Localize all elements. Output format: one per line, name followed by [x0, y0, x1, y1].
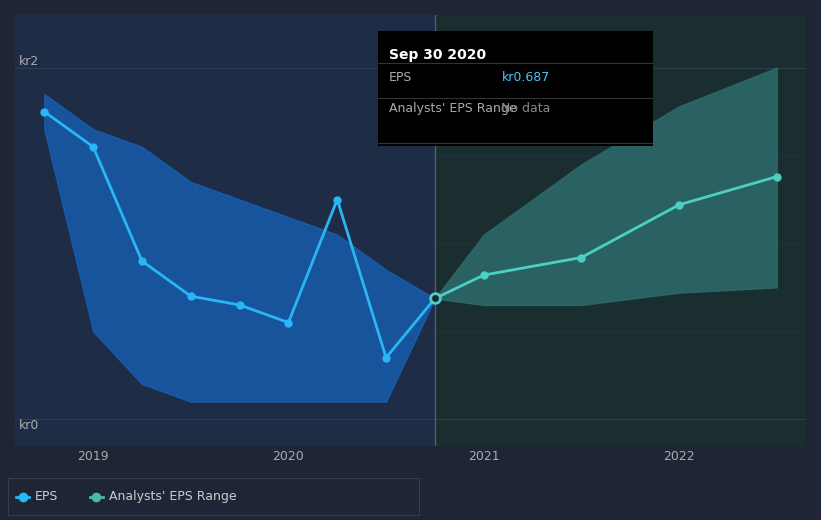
Text: Analysts' EPS Range: Analysts' EPS Range — [388, 102, 516, 115]
Text: No data: No data — [502, 102, 551, 115]
Text: kr0: kr0 — [19, 419, 39, 432]
Text: kr2: kr2 — [19, 55, 39, 68]
Text: Analysts' EPS Range: Analysts' EPS Range — [109, 490, 236, 503]
Text: EPS: EPS — [35, 490, 58, 503]
Text: kr0.687: kr0.687 — [502, 71, 550, 84]
Bar — [15, 15, 435, 446]
Text: Analysts Forecasts: Analysts Forecasts — [445, 47, 561, 60]
Text: Actual: Actual — [386, 47, 425, 60]
Text: Sep 30 2020: Sep 30 2020 — [388, 48, 486, 62]
Text: EPS: EPS — [388, 71, 412, 84]
Bar — [435, 15, 806, 446]
